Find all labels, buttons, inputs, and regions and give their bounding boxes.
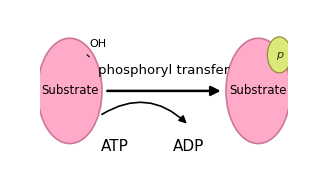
Text: ATP: ATP	[100, 139, 128, 154]
Ellipse shape	[37, 38, 102, 144]
Ellipse shape	[226, 38, 291, 144]
Text: p: p	[276, 50, 283, 60]
Text: Substrate: Substrate	[41, 84, 99, 97]
FancyArrowPatch shape	[102, 102, 186, 122]
Ellipse shape	[268, 37, 291, 73]
Text: OH: OH	[90, 39, 107, 49]
Text: Substrate: Substrate	[229, 84, 287, 97]
Text: ADP: ADP	[173, 139, 204, 154]
Text: phosphoryl transfer: phosphoryl transfer	[98, 64, 230, 77]
